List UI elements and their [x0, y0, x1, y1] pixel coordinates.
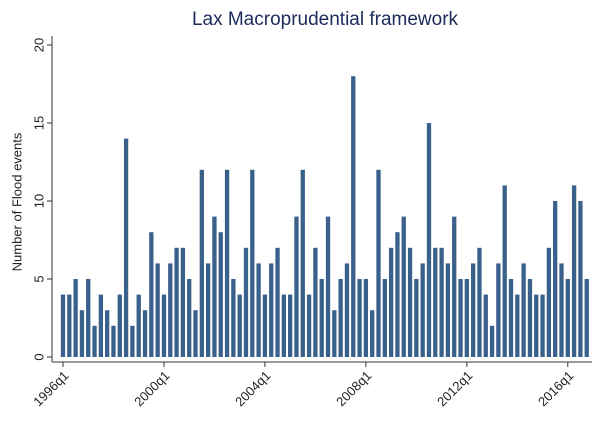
bar [142, 310, 148, 357]
bar [344, 263, 350, 357]
bar [407, 247, 413, 357]
bar [540, 294, 545, 357]
bar [401, 216, 406, 357]
bar [212, 216, 217, 357]
bar [250, 169, 255, 357]
bar [357, 279, 362, 357]
bar [521, 263, 526, 357]
bar [319, 279, 324, 357]
bar [489, 325, 495, 357]
bar [559, 263, 564, 357]
bar [414, 279, 419, 357]
bar [168, 263, 173, 357]
y-tick-label: 5 [31, 275, 46, 282]
bar [155, 263, 160, 357]
y-tick-label: 15 [31, 116, 46, 130]
bar [382, 279, 387, 357]
bar [187, 279, 192, 357]
bar [231, 279, 236, 357]
bar [111, 325, 116, 357]
bar [546, 247, 552, 357]
bar [105, 310, 110, 357]
chart-title: Lax Macroprudential framework [192, 9, 459, 30]
bar [534, 294, 539, 357]
bar [553, 201, 558, 357]
bar [224, 169, 230, 357]
bar [294, 216, 299, 357]
bar [445, 263, 451, 357]
bar [180, 247, 186, 357]
bar [483, 294, 488, 357]
bar [79, 310, 85, 357]
bar [464, 279, 469, 357]
y-tick-label: 10 [31, 194, 46, 208]
bar [275, 247, 280, 357]
bar [426, 123, 432, 357]
bar [578, 201, 583, 357]
bar [458, 279, 463, 357]
bar [433, 247, 438, 357]
bar [136, 294, 141, 357]
bar [376, 169, 381, 357]
bar [161, 294, 167, 357]
bar [269, 263, 274, 357]
bar [439, 247, 444, 357]
bar [515, 294, 520, 357]
bar [149, 232, 154, 357]
bar [130, 325, 135, 357]
bar [388, 247, 394, 357]
bar [98, 294, 104, 357]
bar [584, 279, 589, 357]
y-axis-label: Number of Flood events [9, 132, 24, 271]
bar [256, 263, 261, 357]
bar [174, 247, 179, 357]
bar [92, 325, 97, 357]
bar [325, 216, 331, 357]
bar [395, 232, 400, 357]
bar [471, 263, 476, 357]
bar [420, 263, 425, 357]
bar [363, 279, 369, 357]
bar [496, 263, 501, 357]
bar [306, 294, 312, 357]
y-tick-label: 0 [31, 353, 46, 360]
bar [508, 279, 514, 357]
y-tick-label: 20 [31, 38, 46, 52]
bar [60, 294, 66, 357]
bar [452, 216, 457, 357]
bar [477, 247, 482, 357]
bar [313, 247, 318, 357]
bar [338, 279, 343, 357]
bar [571, 185, 577, 357]
bar [351, 76, 356, 357]
bar [73, 279, 78, 357]
bar [199, 169, 204, 357]
bar [262, 294, 268, 357]
bar [86, 279, 91, 357]
bar [332, 310, 337, 357]
bar [300, 169, 305, 357]
bar [243, 247, 249, 357]
bar [123, 138, 129, 357]
bar [370, 310, 375, 357]
bar [565, 279, 570, 357]
bar [205, 263, 211, 357]
bar [527, 279, 533, 357]
bar [193, 310, 198, 357]
bar [237, 294, 242, 357]
bar [502, 185, 507, 357]
bar [218, 232, 223, 357]
bar [288, 294, 293, 357]
bar [67, 294, 72, 357]
bar [117, 294, 122, 357]
bar [281, 294, 286, 357]
